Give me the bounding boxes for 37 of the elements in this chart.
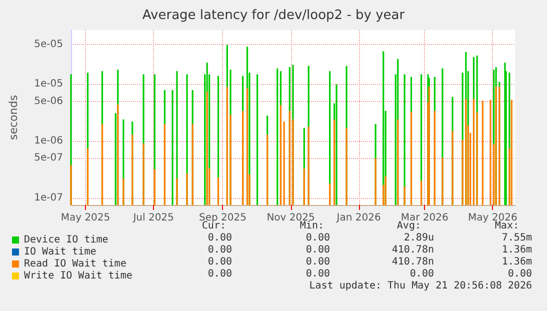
y-tick-label: 1e-07 — [34, 192, 63, 204]
y-tick-label: 1e-05 — [34, 78, 63, 90]
text: 0.00 — [208, 232, 232, 244]
text: 2.89u — [404, 232, 434, 244]
text: Last update: Thu May 21 20:56:08 2026 — [309, 280, 532, 292]
text: 0.00 — [306, 244, 330, 256]
text: 0.00 — [306, 232, 330, 244]
text: 0.00 — [508, 268, 532, 280]
x-tick-label: Jul 2025 — [132, 212, 174, 224]
text: 7.55m — [502, 232, 532, 244]
text: 0.00 — [208, 244, 232, 256]
text: 0.00 — [306, 256, 330, 268]
legend-label: Write IO Wait time — [24, 270, 132, 282]
y-tick-label: 5e-07 — [34, 152, 63, 164]
legend-label: Read IO Wait time — [24, 258, 126, 270]
text: 410.78n — [392, 256, 434, 268]
y-tick-label: 5e-05 — [34, 39, 63, 50]
x-tick-label: Jan 2026 — [336, 212, 381, 224]
text: Max: — [494, 220, 519, 232]
y-tick-label: 5e-06 — [34, 96, 63, 107]
text: Min: — [300, 220, 324, 232]
text: 1.36m — [502, 256, 532, 268]
text: 0.00 — [410, 268, 434, 280]
y-tick-label: 1e-06 — [34, 136, 63, 147]
legend-label: IO Wait time — [24, 246, 96, 258]
x-tick-label: Sep 2025 — [198, 212, 246, 224]
text: Avg: — [396, 220, 421, 232]
y-axis-title: seconds — [7, 94, 20, 140]
text: 1.36m — [502, 244, 532, 256]
x-tick-label: May 2025 — [60, 212, 110, 224]
text: 0.00 — [208, 256, 232, 268]
text: 0.00 — [306, 268, 330, 280]
legend-label: Device IO time — [24, 234, 108, 246]
chart-title: Average latency for /dev/loop2 - by year — [142, 8, 406, 23]
text: Cur: — [202, 220, 226, 232]
text: 410.78n — [392, 244, 434, 256]
text: 0.00 — [208, 268, 232, 280]
